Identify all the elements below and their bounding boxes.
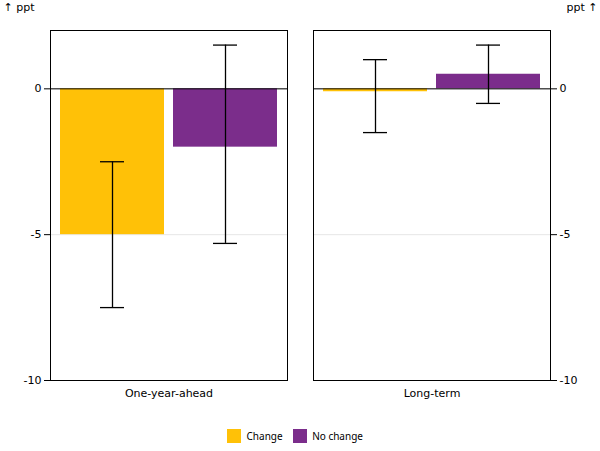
svg-text:Long-term: Long-term bbox=[404, 387, 461, 400]
html-text:No change: No change bbox=[312, 428, 363, 443]
svg-text:-10: -10 bbox=[560, 374, 578, 387]
svg-text:-5: -5 bbox=[560, 228, 571, 241]
svg-text:ppt ↑: ppt ↑ bbox=[567, 1, 598, 14]
svg-text:-5: -5 bbox=[31, 228, 42, 241]
svg-text:-10: -10 bbox=[24, 374, 42, 387]
svg-text:0: 0 bbox=[560, 82, 567, 95]
svg-text:0: 0 bbox=[35, 82, 42, 95]
svg-text:One-year-ahead: One-year-ahead bbox=[125, 387, 213, 400]
html-text:Change: Change bbox=[246, 428, 283, 443]
svg-text:↑ ppt: ↑ ppt bbox=[4, 1, 36, 14]
